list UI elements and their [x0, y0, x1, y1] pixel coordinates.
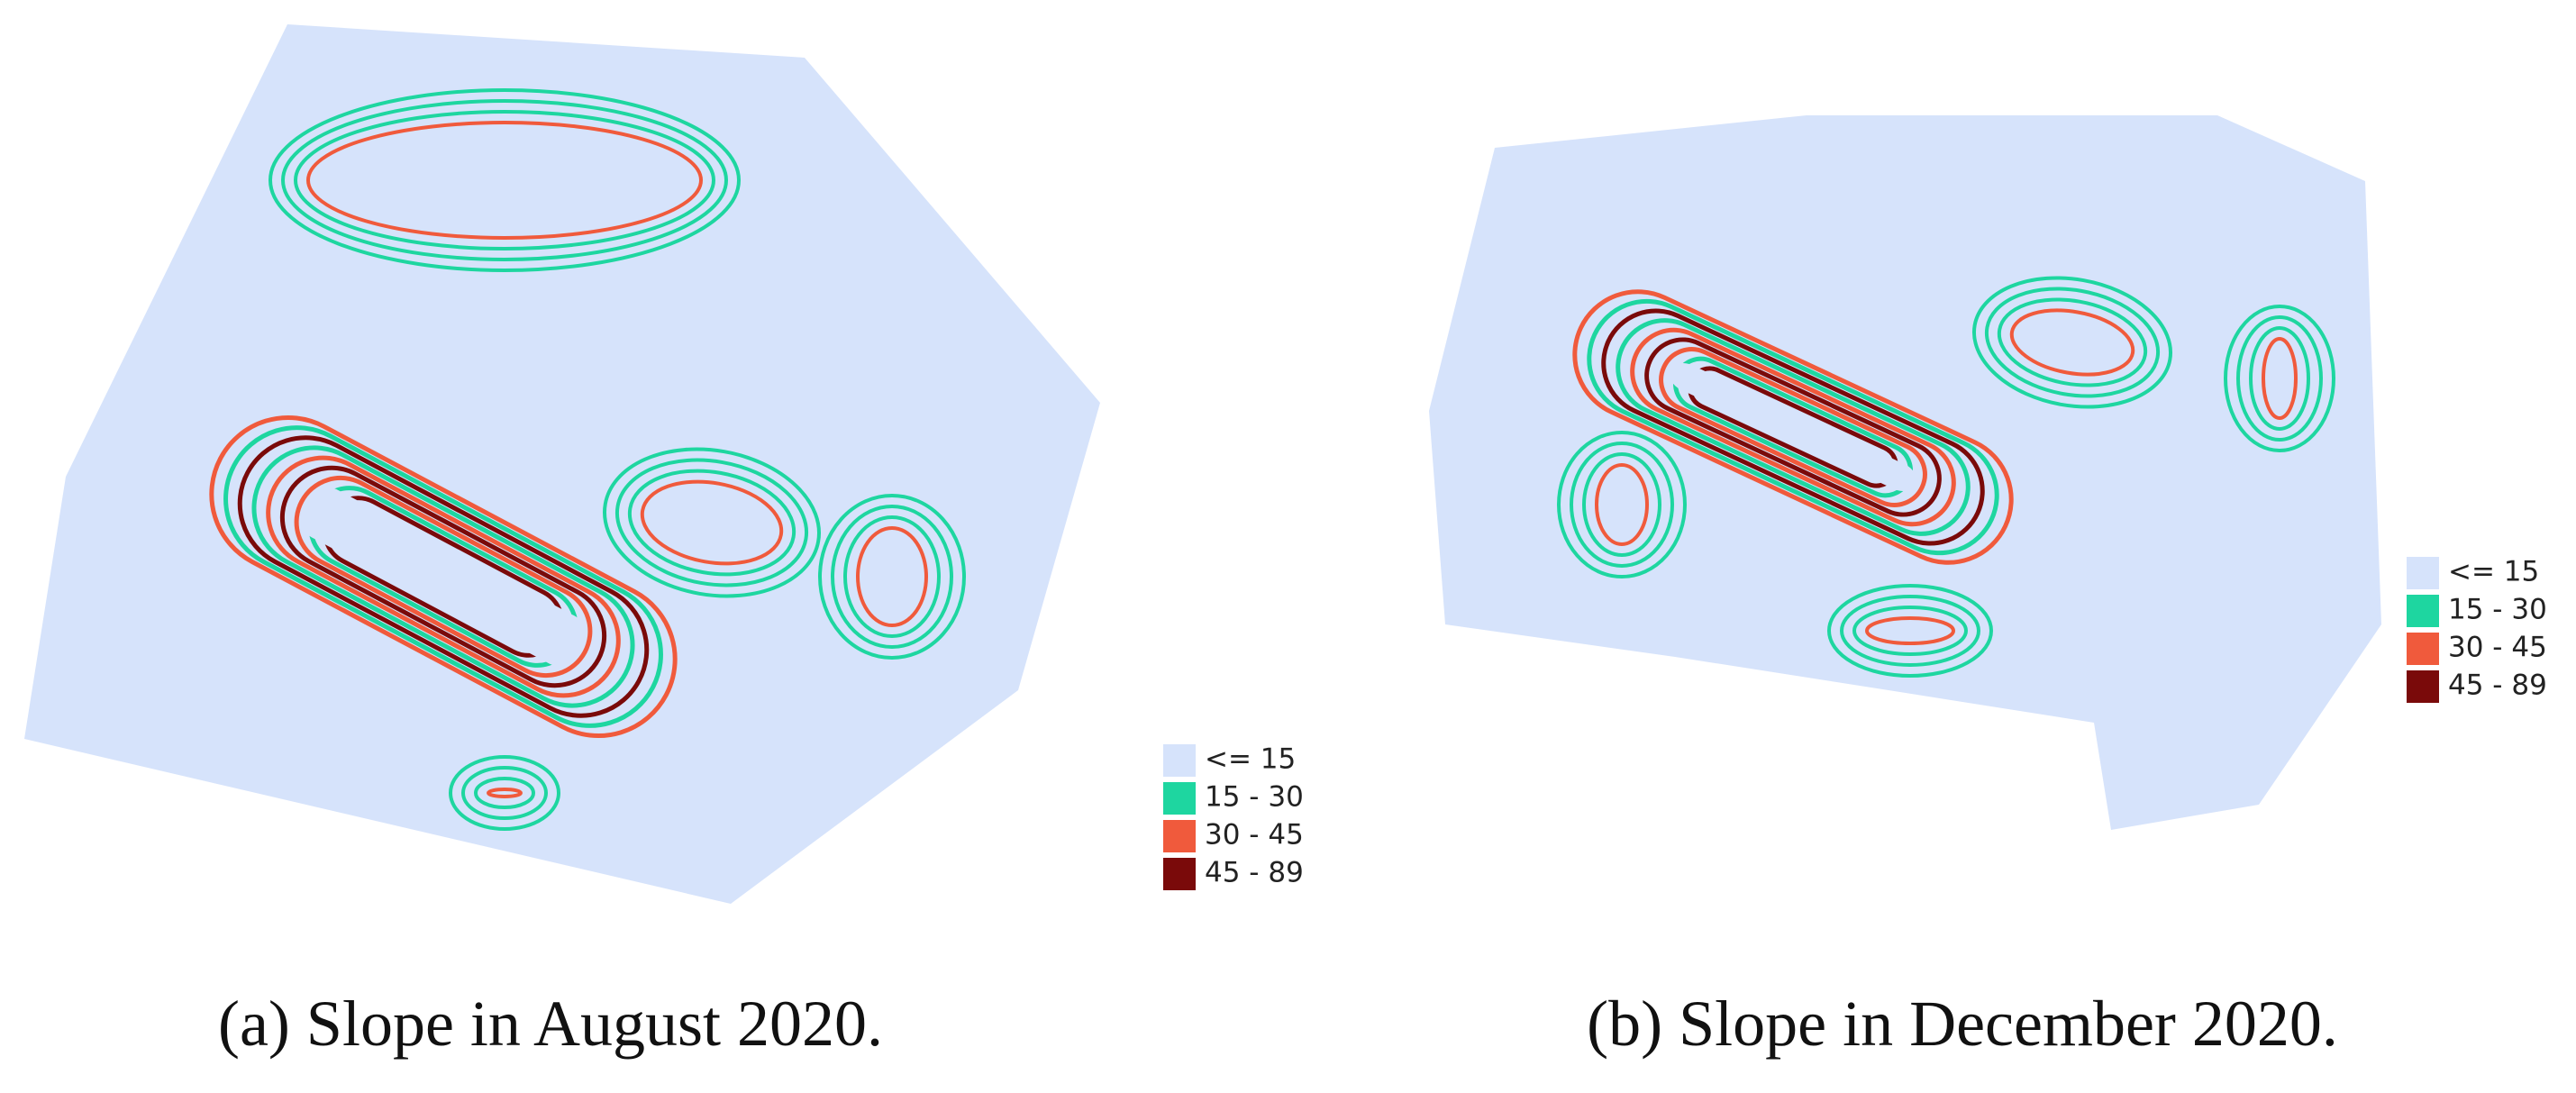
contour	[2009, 308, 2135, 377]
caption: (b) Slope in December 2020.	[1587, 988, 2338, 1060]
contour	[1557, 431, 1687, 578]
contour	[209, 414, 678, 739]
contour	[1644, 337, 1942, 517]
contour	[2236, 315, 2323, 442]
contour	[1840, 595, 1980, 667]
legend-swatch	[2407, 557, 2439, 589]
contour	[294, 110, 715, 250]
pit-floor	[1669, 363, 1917, 491]
caption-label: (b)	[1587, 988, 1662, 1060]
legend-label: 15 - 30	[1205, 781, 1304, 814]
contour	[818, 494, 966, 660]
contour	[449, 755, 560, 831]
contour	[1570, 442, 1674, 568]
contour	[1659, 347, 1927, 507]
contour	[1572, 289, 2014, 565]
legend-label: 15 - 30	[2448, 594, 2547, 626]
contour	[279, 465, 607, 688]
contour	[603, 447, 821, 598]
contour	[1587, 298, 1999, 556]
contour	[1984, 287, 2161, 398]
contour	[1616, 318, 1971, 536]
caption-text: Slope in December 2020.	[1679, 988, 2338, 1060]
contour	[269, 88, 741, 272]
contour	[627, 469, 796, 577]
pit-floor	[301, 487, 586, 667]
contour	[856, 526, 928, 627]
contour	[1595, 463, 1649, 546]
pit-contours	[209, 414, 678, 739]
contour	[614, 458, 809, 587]
contour	[2262, 337, 2298, 420]
legend-swatch	[1163, 820, 1196, 852]
caption-label: (a)	[218, 988, 290, 1060]
contour	[294, 475, 593, 679]
map-panel: <= 15 15 - 30 30 - 45 45 - 89 (b) Slope in De…	[1429, 115, 2547, 1060]
map-extent	[24, 24, 1100, 904]
legend-label: 30 - 45	[2448, 632, 2547, 664]
contour	[1997, 297, 2148, 387]
caption: (a) Slope in August 2020.	[218, 988, 883, 1060]
legend-label: <= 15	[2448, 556, 2539, 588]
legend-swatch	[1163, 744, 1196, 777]
legend-label: 30 - 45	[1205, 819, 1304, 852]
contour	[487, 788, 523, 798]
contour	[843, 515, 941, 638]
contour	[1582, 452, 1661, 557]
legend-label: <= 15	[1205, 743, 1296, 776]
contour	[1865, 616, 1955, 645]
legend-swatch	[2407, 670, 2439, 703]
legend-swatch	[2407, 633, 2439, 665]
contour	[266, 455, 621, 698]
contour	[251, 445, 635, 708]
caption-text: Slope in August 2020.	[306, 988, 883, 1060]
legend-swatch	[1163, 782, 1196, 815]
contour	[1852, 606, 1968, 656]
contour	[223, 425, 663, 728]
contour	[831, 505, 953, 649]
contour	[2224, 305, 2335, 452]
legend-label: 45 - 89	[1205, 857, 1304, 889]
legend-swatch	[1163, 858, 1196, 890]
contour	[306, 121, 703, 240]
contour	[281, 99, 728, 261]
contour	[1601, 308, 1985, 546]
contour	[1827, 584, 1993, 678]
contour	[237, 435, 650, 718]
contour	[1630, 327, 1956, 527]
contour	[461, 766, 548, 820]
contour	[1971, 276, 2173, 409]
legend-label: 45 - 89	[2448, 669, 2547, 702]
map-panel: <= 15 15 - 30 30 - 45 45 - 89 (a) Slope in Au…	[24, 24, 1304, 1060]
contour	[474, 777, 535, 809]
pit-contours	[1572, 289, 2014, 565]
legend-swatch	[2407, 595, 2439, 627]
contour	[640, 479, 784, 566]
contour	[2249, 326, 2310, 431]
